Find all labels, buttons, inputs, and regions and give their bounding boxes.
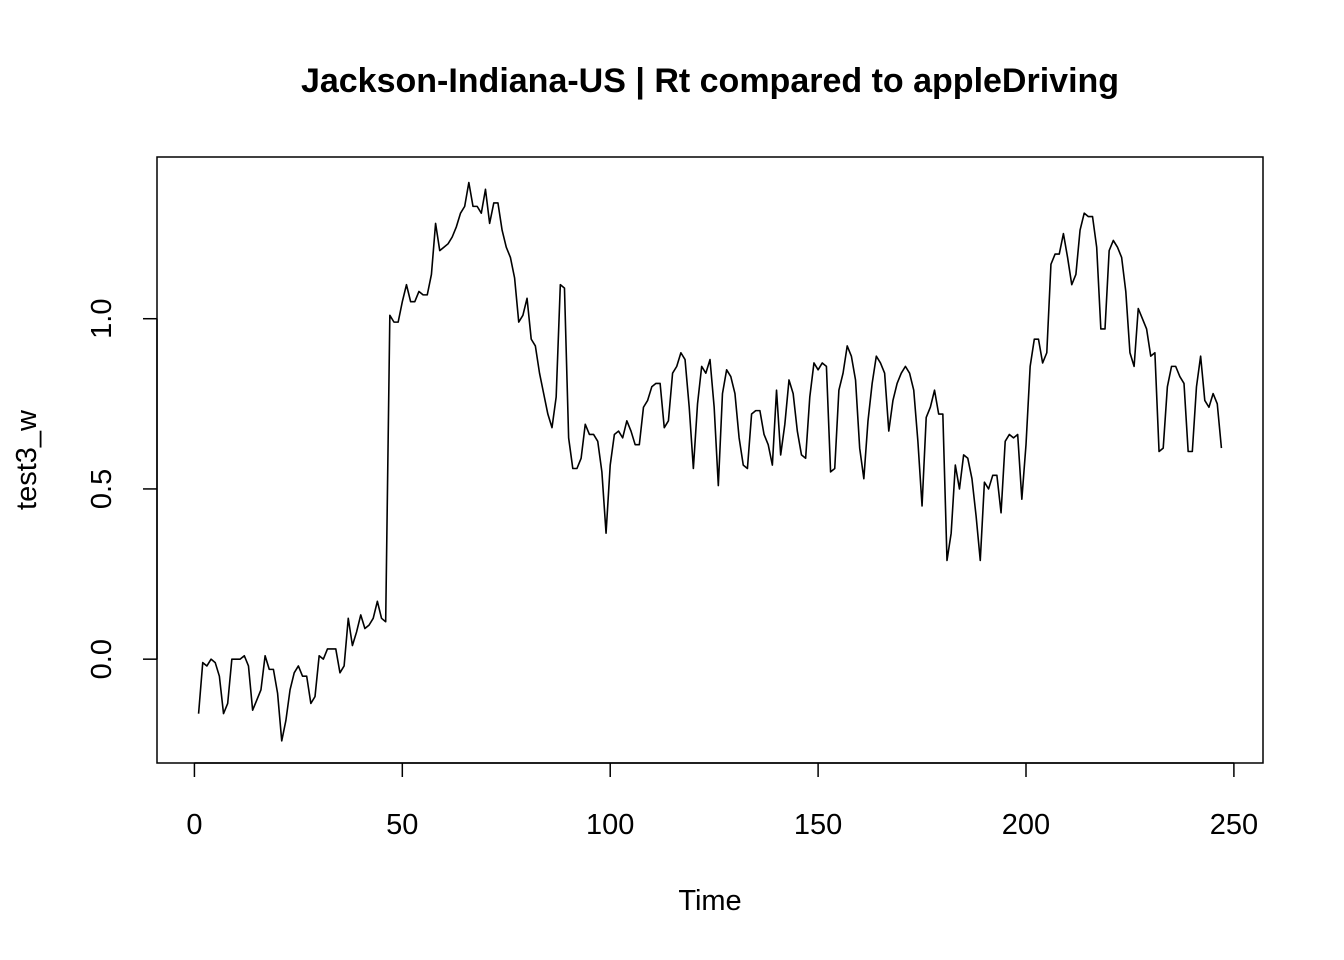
y-axis: 0.0 0.5 1.0 xyxy=(86,299,158,679)
x-tick-label: 250 xyxy=(1210,809,1258,841)
x-tick-label: 0 xyxy=(186,809,202,841)
x-tick-label: 150 xyxy=(794,809,842,841)
y-tick-label: 0.0 xyxy=(86,639,118,679)
x-tick-label: 200 xyxy=(1002,809,1050,841)
x-axis: 0 50 100 150 200 250 xyxy=(186,762,1258,841)
x-tick-label: 100 xyxy=(586,809,634,841)
x-tick-label: 50 xyxy=(386,809,418,841)
x-axis-label: Time xyxy=(678,885,741,917)
series-group xyxy=(197,181,1223,742)
y-tick-label: 0.5 xyxy=(86,469,118,509)
chart-title: Jackson-Indiana-US | Rt compared to appl… xyxy=(301,62,1119,100)
y-axis-label: test3_w xyxy=(11,409,43,510)
series-line xyxy=(197,181,1223,742)
y-tick-label: 1.0 xyxy=(86,299,118,339)
